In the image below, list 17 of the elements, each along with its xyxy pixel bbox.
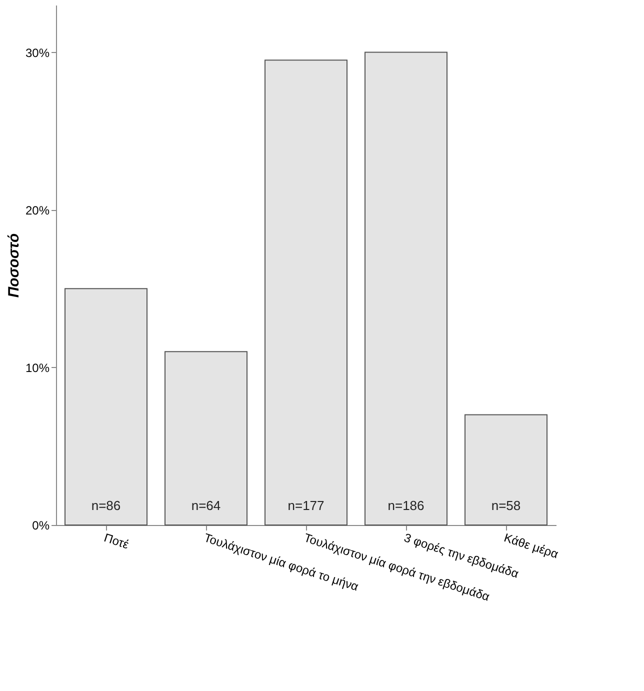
bar — [264, 60, 348, 526]
annotation: n=58 — [491, 498, 521, 513]
bar — [464, 414, 548, 526]
x-tick-label: Ποτέ — [102, 530, 132, 552]
y-tick-label: 0% — [32, 518, 50, 532]
y-tick-label: 10% — [25, 360, 50, 375]
y-tick-label: 30% — [25, 46, 50, 60]
bar — [364, 52, 448, 526]
y-tick-label: 20% — [25, 203, 50, 218]
annotation: n=177 — [288, 498, 324, 513]
annotation: n=186 — [388, 498, 424, 513]
y-axis-title: Ποσοστό — [5, 233, 22, 298]
bar — [64, 288, 148, 526]
annotation: n=86 — [91, 498, 121, 513]
x-tick-label: Κάθε μέρα — [502, 530, 560, 562]
annotation: n=64 — [191, 498, 221, 513]
bar — [164, 351, 248, 526]
